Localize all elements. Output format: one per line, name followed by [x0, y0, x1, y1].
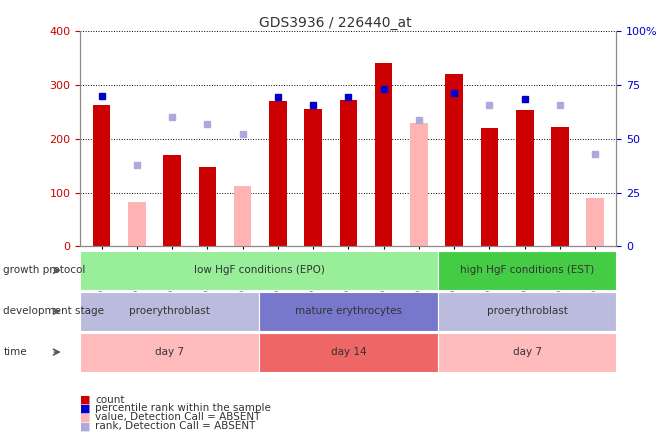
Bar: [234, 186, 251, 246]
Text: low HgF conditions (EPO): low HgF conditions (EPO): [194, 266, 324, 275]
Text: count: count: [95, 395, 125, 404]
Bar: [198, 167, 216, 246]
Text: growth protocol: growth protocol: [3, 266, 86, 275]
Bar: [551, 127, 569, 246]
Text: proerythroblast: proerythroblast: [129, 306, 210, 316]
Text: ■: ■: [80, 421, 91, 431]
Bar: [269, 101, 287, 246]
Bar: [586, 198, 604, 246]
Text: development stage: development stage: [3, 306, 105, 316]
Bar: [480, 128, 498, 246]
Bar: [340, 100, 357, 246]
Text: ■: ■: [80, 395, 91, 404]
Text: ■: ■: [80, 412, 91, 422]
Text: mature erythrocytes: mature erythrocytes: [295, 306, 402, 316]
Text: ■: ■: [80, 404, 91, 413]
Bar: [128, 202, 145, 246]
Text: value, Detection Call = ABSENT: value, Detection Call = ABSENT: [95, 412, 261, 422]
Text: day 14: day 14: [330, 347, 366, 357]
Text: time: time: [3, 347, 27, 357]
Bar: [304, 109, 322, 246]
Text: GDS3936 / 226440_at: GDS3936 / 226440_at: [259, 16, 411, 30]
Text: rank, Detection Call = ABSENT: rank, Detection Call = ABSENT: [95, 421, 255, 431]
Bar: [92, 105, 111, 246]
Text: percentile rank within the sample: percentile rank within the sample: [95, 404, 271, 413]
Text: proerythroblast: proerythroblast: [486, 306, 567, 316]
Text: high HgF conditions (EST): high HgF conditions (EST): [460, 266, 594, 275]
Bar: [516, 110, 533, 246]
Text: day 7: day 7: [155, 347, 184, 357]
Bar: [375, 63, 393, 246]
Bar: [446, 74, 463, 246]
Bar: [410, 123, 427, 246]
Bar: [163, 155, 181, 246]
Text: day 7: day 7: [513, 347, 541, 357]
